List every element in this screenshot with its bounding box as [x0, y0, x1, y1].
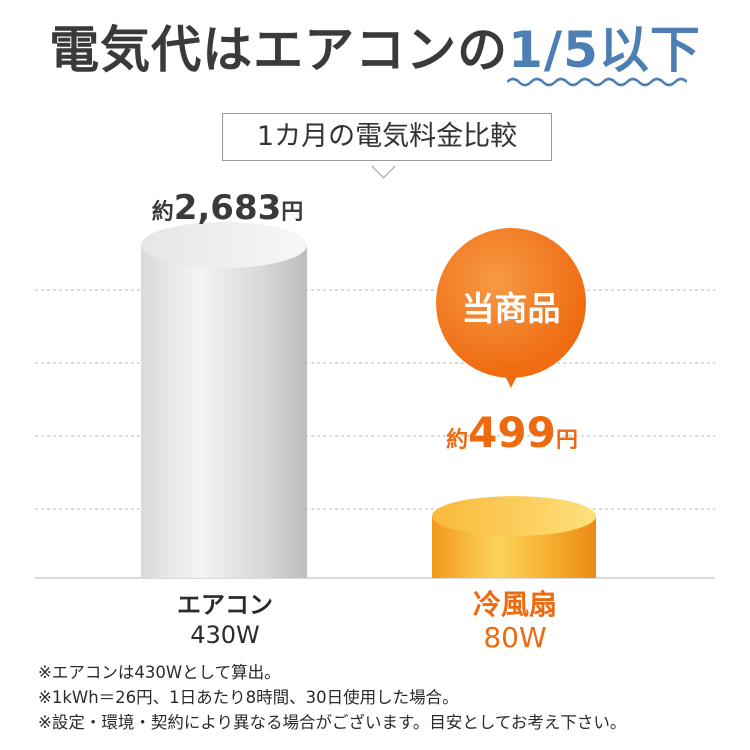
product-badge-tail [498, 362, 524, 388]
category-name: エアコン [177, 591, 273, 619]
product-badge-label: 当商品 [461, 289, 561, 328]
category-name: 冷風扇 [472, 588, 557, 621]
footnotes: ※エアコンは430Wとして算出。 ※1kWh＝26円、1日あたり8時間、30日使… [38, 660, 728, 735]
category-watt: 80W [483, 621, 547, 654]
footnote: ※1kWh＝26円、1日あたり8時間、30日使用した場合。 [38, 688, 459, 707]
product-badge [436, 228, 586, 378]
page-title: 電気代はエアコンの1/5以下 [0, 10, 750, 82]
footnote: ※設定・環境・契約により異なる場合がございます。目安としてお考え下さい。 [38, 713, 627, 732]
grid-lines [35, 289, 715, 510]
category-label-fan: 冷風扇 80W [430, 588, 600, 654]
wave-underline-icon [507, 77, 687, 87]
bar-aircon-body [141, 245, 307, 578]
chart-subtitle: 1カ月の電気料金比較 [222, 113, 552, 161]
title-accent: 1/5以下 [508, 21, 701, 79]
bar-fan-top [432, 496, 596, 537]
footnote: ※エアコンは430Wとして算出。 [38, 663, 281, 682]
value-label-aircon: 約2,683円 [151, 188, 304, 228]
category-watt: 430W [190, 621, 260, 649]
bar-fan [432, 496, 596, 578]
category-label-aircon: エアコン 430W [140, 590, 310, 650]
value-label-fan: 約499円 [446, 408, 578, 457]
bar-aircon-top [141, 222, 307, 268]
bar-aircon [141, 222, 307, 578]
title-main: 電気代はエアコンの [49, 21, 509, 79]
